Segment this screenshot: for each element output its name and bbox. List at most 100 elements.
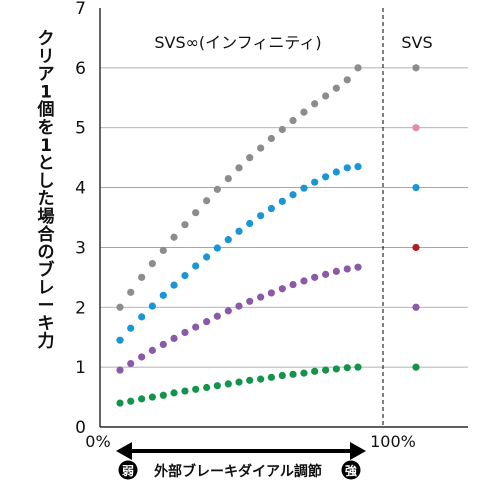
data-point-series-2	[343, 164, 351, 172]
x-axis-label: 外部ブレーキダイアル調節	[154, 463, 322, 480]
weak-badge: 弱	[118, 460, 138, 480]
y-tick-label: 7	[75, 0, 86, 19]
y-tick-label: 1	[75, 358, 86, 378]
data-point-series-4	[257, 293, 265, 301]
strong-badge-label: 強	[345, 463, 357, 478]
data-point-series-2	[235, 227, 243, 235]
data-point-series-2	[138, 313, 146, 321]
data-point-series-4	[203, 318, 211, 326]
y-tick-label: 3	[75, 238, 86, 258]
data-point-series-2	[192, 262, 200, 270]
data-point-series-0	[203, 197, 211, 205]
data-point-series-5	[343, 364, 351, 372]
data-point-series-2	[311, 178, 319, 186]
data-point-series-2	[332, 168, 340, 176]
data-point-series-0	[148, 259, 156, 268]
weak-badge-label: 弱	[122, 463, 134, 478]
data-point-series-5	[354, 363, 362, 371]
x-tick-label-start: 0%	[85, 432, 110, 451]
data-point-series-4	[181, 328, 189, 337]
data-point-series-4	[267, 289, 275, 297]
svs-point-2	[412, 303, 420, 311]
data-point-series-0	[170, 233, 178, 241]
data-point-series-0	[213, 185, 221, 193]
y-tick-label: 0	[75, 418, 86, 438]
data-point-series-5	[138, 395, 146, 403]
data-point-series-0	[235, 164, 243, 172]
data-point-series-5	[267, 373, 275, 381]
data-point-series-4	[343, 265, 351, 273]
grid-layer	[100, 67, 468, 368]
y-axis-label: クリア 1 個を 1 とした場合のブレーキ力	[37, 29, 56, 352]
data-point-series-2	[289, 191, 297, 199]
data-point-series-4	[289, 280, 297, 289]
y-tick-label: 5	[75, 119, 86, 139]
data-point-series-5	[213, 382, 221, 390]
data-point-series-2	[246, 219, 254, 228]
data-points	[116, 64, 362, 407]
data-point-series-0	[332, 84, 340, 92]
panel-label-svs: SVS	[401, 33, 432, 52]
data-point-series-5	[148, 393, 156, 401]
arrow-right-head	[350, 442, 366, 460]
data-point-series-4	[213, 312, 221, 320]
data-point-series-0	[138, 273, 146, 281]
data-point-series-2	[159, 291, 167, 299]
data-point-series-0	[289, 116, 297, 125]
data-point-series-0	[127, 288, 135, 296]
data-point-series-4	[224, 307, 232, 315]
plot-frame	[99, 8, 468, 428]
data-point-series-4	[138, 353, 146, 361]
data-point-series-0	[267, 134, 275, 143]
data-point-series-4	[116, 366, 124, 374]
data-point-series-5	[311, 367, 319, 375]
data-point-series-0	[322, 92, 330, 100]
data-point-series-4	[192, 323, 200, 331]
data-point-series-4	[300, 277, 308, 285]
data-point-series-2	[203, 253, 211, 261]
data-point-series-2	[257, 212, 265, 220]
data-point-series-0	[224, 174, 232, 183]
data-point-series-2	[127, 324, 135, 332]
svs-point-4	[412, 183, 420, 192]
data-point-series-5	[257, 375, 265, 383]
data-point-series-4	[170, 334, 178, 343]
y-tick-label: 6	[75, 59, 86, 79]
data-point-series-4	[278, 285, 286, 293]
data-point-series-4	[332, 267, 340, 275]
data-point-series-0	[278, 125, 286, 134]
arrow-left-head	[116, 442, 132, 460]
svs-point-3	[412, 243, 420, 252]
data-point-series-0	[181, 221, 189, 229]
svs-point-5	[412, 124, 420, 132]
data-point-series-2	[300, 184, 308, 192]
data-point-series-5	[332, 365, 340, 373]
data-point-series-0	[343, 76, 351, 84]
data-point-series-5	[235, 378, 243, 386]
data-point-series-5	[224, 380, 232, 388]
data-point-series-4	[311, 273, 319, 281]
data-point-series-0	[159, 246, 167, 255]
data-point-series-5	[181, 387, 189, 395]
data-point-series-0	[246, 154, 254, 162]
data-point-series-4	[159, 340, 167, 348]
data-point-series-2	[148, 302, 156, 310]
data-point-series-2	[116, 336, 124, 344]
data-point-series-5	[278, 371, 286, 380]
data-point-series-5	[322, 366, 330, 374]
data-point-series-2	[213, 244, 221, 252]
strong-badge: 強	[341, 460, 361, 480]
data-point-series-0	[192, 209, 200, 217]
data-point-series-5	[159, 391, 167, 399]
data-point-series-4	[354, 263, 362, 271]
y-tick-label: 4	[75, 179, 86, 199]
data-point-series-2	[322, 173, 330, 181]
data-point-series-5	[116, 399, 124, 407]
data-point-series-2	[181, 271, 189, 280]
y-tick-label: 2	[75, 298, 86, 318]
data-point-series-2	[224, 236, 232, 244]
data-point-series-5	[246, 376, 254, 384]
data-point-series-2	[170, 281, 178, 289]
